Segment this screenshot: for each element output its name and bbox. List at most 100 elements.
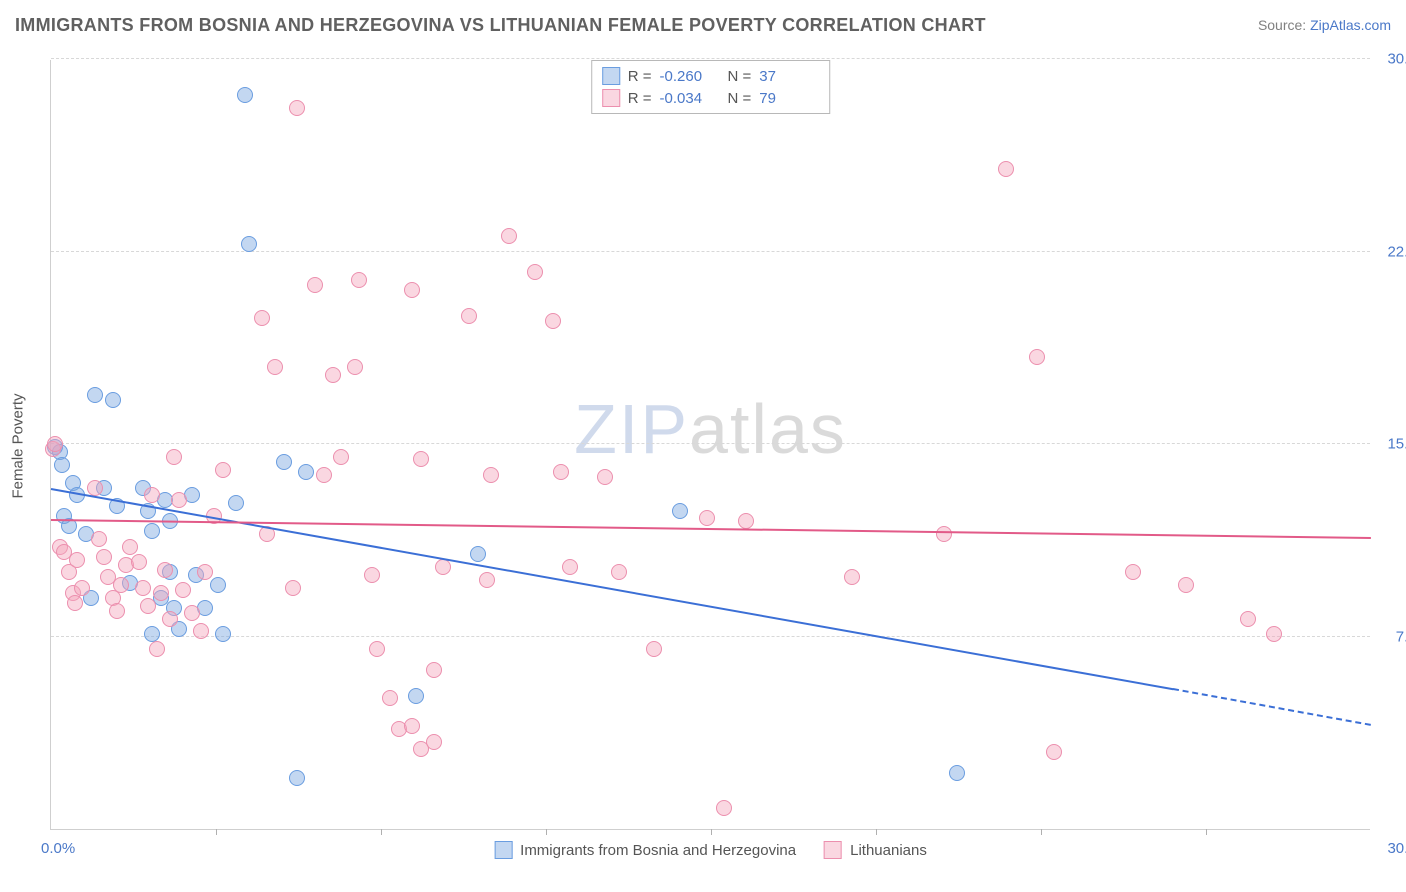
data-point — [545, 313, 561, 329]
data-point — [87, 480, 103, 496]
data-point — [215, 626, 231, 642]
data-point — [267, 359, 283, 375]
watermark-b: atlas — [689, 390, 847, 468]
y-axis-title: Female Poverty — [10, 393, 27, 498]
legend-series-item: Lithuanians — [824, 841, 927, 859]
data-point — [162, 611, 178, 627]
legend-swatch — [602, 67, 620, 85]
data-point — [175, 582, 191, 598]
data-point — [527, 264, 543, 280]
data-point — [404, 718, 420, 734]
data-point — [215, 462, 231, 478]
data-point — [998, 161, 1014, 177]
data-point — [228, 495, 244, 511]
legend-row: R =-0.260N =37 — [602, 65, 820, 87]
legend-row: R =-0.034N =79 — [602, 87, 820, 109]
data-point — [144, 487, 160, 503]
y-tick-label: 22.5% — [1375, 243, 1406, 260]
data-point — [140, 598, 156, 614]
data-point — [333, 449, 349, 465]
plot-area: ZIPatlas R =-0.260N =37R =-0.034N =79 0.… — [50, 60, 1370, 830]
data-point — [307, 277, 323, 293]
data-point — [149, 641, 165, 657]
data-point — [289, 770, 305, 786]
data-point — [210, 577, 226, 593]
data-point — [413, 451, 429, 467]
data-point — [144, 523, 160, 539]
data-point — [483, 467, 499, 483]
y-tick-label: 7.5% — [1375, 628, 1406, 645]
data-point — [1240, 611, 1256, 627]
data-point — [47, 436, 63, 452]
data-point — [193, 623, 209, 639]
data-point — [553, 464, 569, 480]
data-point — [96, 549, 112, 565]
data-point — [408, 688, 424, 704]
legend-series-name: Immigrants from Bosnia and Herzegovina — [520, 842, 796, 859]
data-point — [369, 641, 385, 657]
x-tick — [381, 829, 382, 835]
legend-swatch — [494, 841, 512, 859]
data-point — [844, 569, 860, 585]
data-point — [936, 526, 952, 542]
data-point — [435, 559, 451, 575]
legend-swatch — [602, 89, 620, 107]
legend-R-label: R = — [628, 68, 652, 85]
x-tick — [1041, 829, 1042, 835]
data-point — [738, 513, 754, 529]
data-point — [122, 539, 138, 555]
data-point — [426, 662, 442, 678]
data-point — [69, 552, 85, 568]
data-point — [479, 572, 495, 588]
x-min-label: 0.0% — [41, 840, 75, 857]
legend-R-value: -0.260 — [660, 68, 720, 85]
data-point — [1125, 564, 1141, 580]
data-point — [113, 577, 129, 593]
data-point — [364, 567, 380, 583]
x-max-label: 30.0% — [1387, 840, 1406, 857]
x-tick — [216, 829, 217, 835]
legend-correlation: R =-0.260N =37R =-0.034N =79 — [591, 60, 831, 114]
data-point — [699, 510, 715, 526]
data-point — [316, 467, 332, 483]
source-prefix: Source: — [1258, 17, 1310, 33]
x-tick — [546, 829, 547, 835]
data-point — [298, 464, 314, 480]
data-point — [109, 603, 125, 619]
gridline — [51, 58, 1370, 59]
data-point — [461, 308, 477, 324]
data-point — [413, 741, 429, 757]
data-point — [54, 457, 70, 473]
legend-N-label: N = — [728, 68, 752, 85]
y-tick-label: 30.0% — [1375, 51, 1406, 68]
data-point — [351, 272, 367, 288]
legend-swatch — [824, 841, 842, 859]
x-tick — [876, 829, 877, 835]
data-point — [1029, 349, 1045, 365]
data-point — [67, 595, 83, 611]
data-point — [716, 800, 732, 816]
legend-N-label: N = — [728, 90, 752, 107]
chart-title: IMMIGRANTS FROM BOSNIA AND HERZEGOVINA V… — [15, 15, 986, 35]
data-point — [1046, 744, 1062, 760]
x-tick — [711, 829, 712, 835]
legend-N-value: 79 — [759, 90, 819, 107]
source-link[interactable]: ZipAtlas.com — [1310, 17, 1391, 33]
data-point — [597, 469, 613, 485]
data-point — [105, 392, 121, 408]
y-tick-label: 15.0% — [1375, 436, 1406, 453]
legend-series-item: Immigrants from Bosnia and Herzegovina — [494, 841, 796, 859]
data-point — [470, 546, 486, 562]
gridline — [51, 636, 1370, 637]
data-point — [1266, 626, 1282, 642]
watermark: ZIPatlas — [574, 389, 847, 469]
data-point — [949, 765, 965, 781]
data-point — [501, 228, 517, 244]
data-point — [237, 87, 253, 103]
data-point — [347, 359, 363, 375]
data-point — [276, 454, 292, 470]
data-point — [157, 562, 173, 578]
legend-series: Immigrants from Bosnia and Herzegovina Li… — [494, 841, 927, 859]
data-point — [166, 449, 182, 465]
watermark-a: ZIP — [574, 390, 689, 468]
